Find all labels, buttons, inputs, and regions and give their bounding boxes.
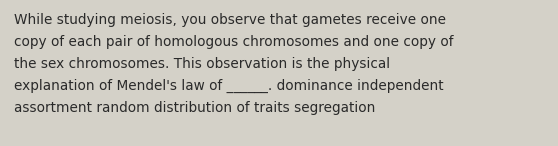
- Text: assortment random distribution of traits segregation: assortment random distribution of traits…: [14, 101, 376, 115]
- Text: the sex chromosomes. This observation is the physical: the sex chromosomes. This observation is…: [14, 57, 390, 71]
- Text: copy of each pair of homologous chromosomes and one copy of: copy of each pair of homologous chromoso…: [14, 35, 454, 49]
- Text: While studying meiosis, you observe that gametes receive one: While studying meiosis, you observe that…: [14, 13, 446, 27]
- Text: explanation of Mendel's law of ______. dominance independent: explanation of Mendel's law of ______. d…: [14, 79, 444, 93]
